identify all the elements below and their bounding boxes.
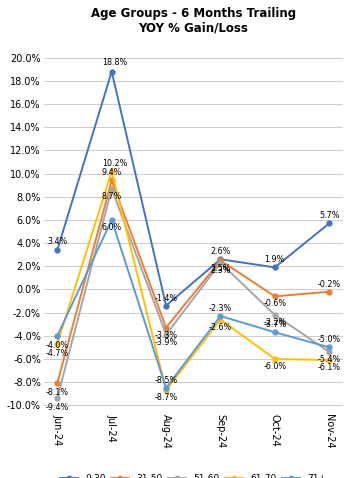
Text: 9.4%: 9.4% — [102, 168, 122, 177]
Line: 0-30: 0-30 — [55, 69, 332, 308]
Text: 18.8%: 18.8% — [102, 58, 127, 67]
Text: -9.4%: -9.4% — [46, 403, 69, 412]
71+ — [327, 345, 331, 350]
0-30 — [164, 303, 168, 308]
Text: 5.7%: 5.7% — [319, 211, 340, 220]
Text: -3.3%: -3.3% — [154, 331, 178, 340]
31-50 — [110, 178, 114, 184]
Text: -8.1%: -8.1% — [46, 388, 69, 397]
51-60 — [164, 332, 168, 337]
61-70 — [218, 316, 223, 322]
61-70 — [55, 341, 60, 347]
Text: 2.5%: 2.5% — [210, 264, 231, 273]
Text: -8.7%: -8.7% — [154, 393, 178, 402]
71+ — [164, 385, 168, 391]
Text: 8.7%: 8.7% — [102, 192, 122, 201]
71+ — [218, 313, 223, 319]
0-30 — [55, 247, 60, 253]
0-30 — [273, 264, 277, 270]
Line: 71+: 71+ — [55, 217, 332, 391]
Text: 6.0%: 6.0% — [102, 224, 122, 232]
71+ — [55, 333, 60, 338]
51-60 — [55, 395, 60, 401]
Text: -4.0%: -4.0% — [46, 340, 69, 349]
Legend: 0-30, 31-50, 51-60, 61-70, 71+: 0-30, 31-50, 51-60, 61-70, 71+ — [57, 471, 329, 478]
61-70 — [273, 356, 277, 362]
Text: 2.3%: 2.3% — [210, 266, 231, 275]
Text: -2.6%: -2.6% — [209, 323, 232, 332]
Text: 2.6%: 2.6% — [210, 247, 231, 256]
Line: 61-70: 61-70 — [55, 169, 332, 392]
0-30 — [327, 220, 331, 226]
Text: -5.0%: -5.0% — [317, 335, 341, 344]
0-30 — [110, 69, 114, 75]
31-50 — [55, 380, 60, 386]
Text: 10.2%: 10.2% — [102, 159, 127, 168]
Text: -2.3%: -2.3% — [209, 304, 232, 313]
Text: -1.4%: -1.4% — [154, 293, 178, 303]
51-60 — [273, 312, 277, 318]
Text: -6.0%: -6.0% — [263, 362, 286, 371]
Text: -0.2%: -0.2% — [317, 280, 341, 289]
31-50 — [273, 293, 277, 299]
0-30 — [218, 256, 223, 262]
Text: -3.7%: -3.7% — [263, 320, 286, 329]
Text: -5.4%: -5.4% — [317, 355, 341, 364]
51-60 — [218, 260, 223, 266]
Text: -8.5%: -8.5% — [154, 376, 178, 385]
31-50 — [327, 289, 331, 294]
Text: 3.4%: 3.4% — [47, 238, 68, 246]
71+ — [273, 329, 277, 335]
61-70 — [327, 357, 331, 363]
Text: -4.7%: -4.7% — [46, 348, 69, 358]
51-60 — [327, 349, 331, 355]
61-70 — [164, 387, 168, 393]
Text: -0.6%: -0.6% — [263, 299, 286, 308]
Text: -2.2%: -2.2% — [263, 318, 287, 327]
51-60 — [110, 186, 114, 192]
Title: Age Groups - 6 Months Trailing
YOY % Gain/Loss: Age Groups - 6 Months Trailing YOY % Gai… — [91, 7, 296, 35]
Line: 51-60: 51-60 — [55, 186, 332, 401]
Line: 31-50: 31-50 — [55, 178, 332, 386]
31-50 — [218, 258, 223, 263]
Text: -6.1%: -6.1% — [318, 363, 341, 372]
Text: -3.9%: -3.9% — [154, 337, 178, 347]
31-50 — [164, 325, 168, 330]
61-70 — [110, 168, 114, 174]
Text: 1.9%: 1.9% — [265, 255, 285, 264]
71+ — [110, 217, 114, 223]
